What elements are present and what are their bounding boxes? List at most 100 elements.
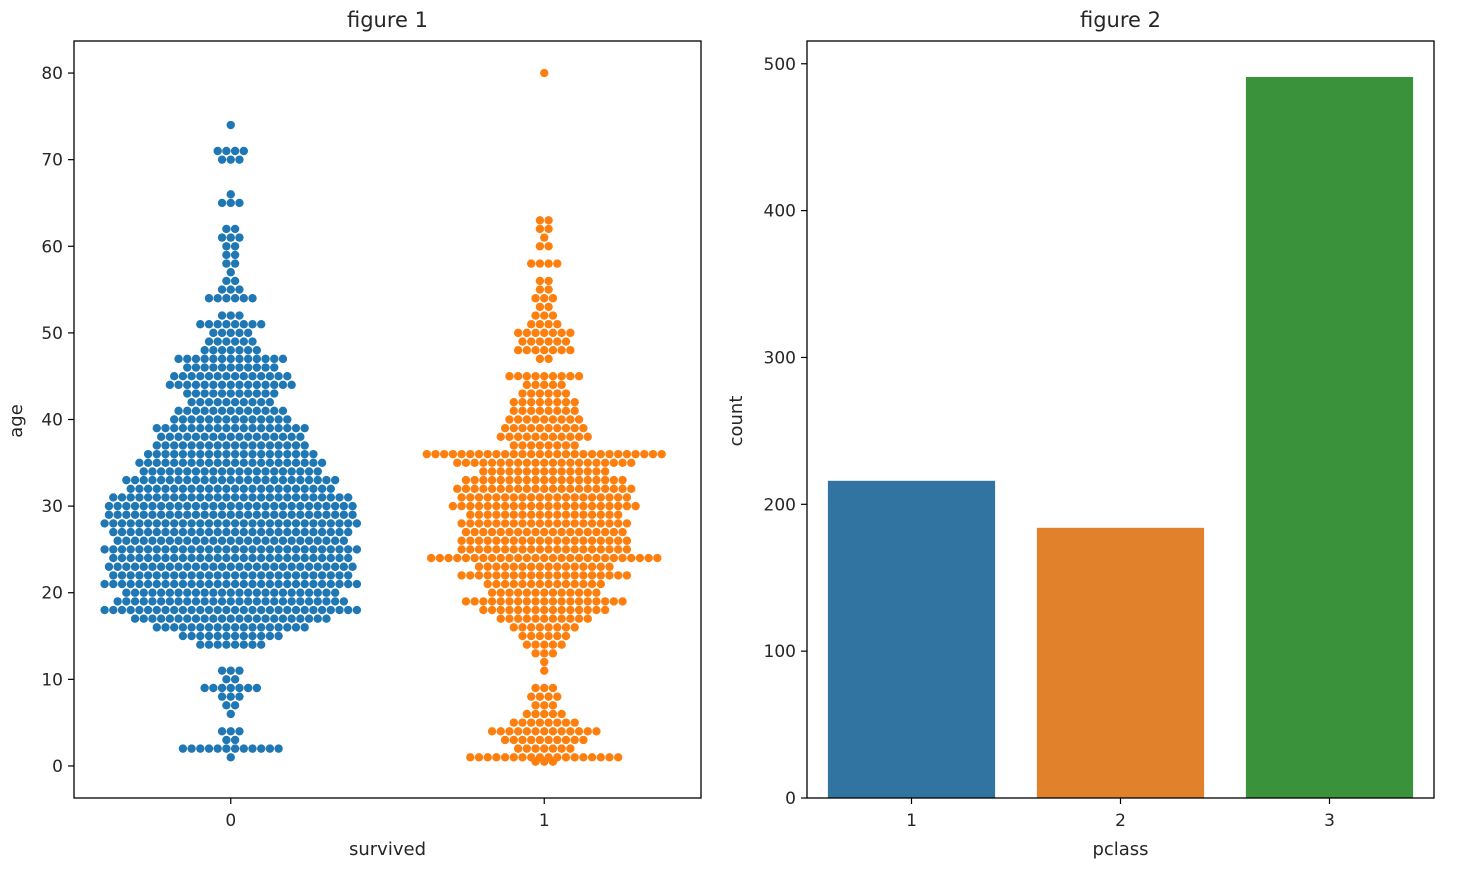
- swarm-point-survived-1: [570, 545, 579, 554]
- swarm-point-survived-0: [217, 562, 227, 571]
- swarm-point-survived-1: [557, 553, 566, 563]
- swarm-point-survived-1: [540, 328, 549, 338]
- swarm-point-survived-0: [222, 701, 231, 710]
- swarm-point-survived-1: [548, 484, 558, 493]
- swarm-point-survived-0: [274, 415, 283, 424]
- swarm-point-survived-0: [222, 519, 231, 528]
- swarm-point-survived-1: [535, 571, 545, 580]
- swarm-point-survived-1: [492, 501, 501, 511]
- swarm-point-survived-0: [344, 545, 353, 554]
- swarm-point-survived-0: [230, 571, 240, 580]
- swarm-point-survived-1: [505, 727, 514, 736]
- swarm-point-survived-1: [574, 727, 584, 736]
- swarm-point-survived-0: [187, 744, 196, 753]
- swarm-point-survived-0: [178, 371, 188, 381]
- swarm-point-survived-1: [479, 484, 488, 493]
- swarm-point-survived-0: [348, 562, 357, 571]
- swarm-point-survived-0: [217, 198, 227, 208]
- swarm-point-survived-1: [583, 432, 592, 442]
- swarm-point-survived-0: [222, 415, 231, 424]
- swarm-point-survived-1: [527, 389, 536, 398]
- swarm-point-survived-0: [226, 562, 235, 571]
- swarm-point-survived-0: [152, 545, 161, 554]
- swarm-point-survived-0: [283, 371, 292, 381]
- swarm-point-survived-0: [113, 597, 122, 606]
- swarm-point-survived-0: [126, 527, 135, 537]
- swarm-point-survived-1: [553, 449, 562, 459]
- swarm-point-survived-1: [509, 423, 518, 433]
- swarm-point-survived-1: [587, 562, 597, 571]
- swarm-point-survived-1: [548, 649, 558, 658]
- swarm-point-survived-0: [296, 475, 305, 485]
- swarm-point-survived-0: [109, 545, 118, 554]
- swarm-point-survived-1: [487, 467, 497, 476]
- swarm-point-survived-0: [243, 614, 253, 623]
- swarm-point-survived-0: [109, 579, 118, 589]
- swarm-point-survived-0: [130, 562, 140, 571]
- swarm-point-survived-1: [553, 735, 562, 745]
- swarm-point-survived-0: [183, 588, 192, 597]
- swarm-point-survived-1: [557, 640, 566, 649]
- swarm-point-survived-1: [487, 597, 497, 606]
- swarm-point-survived-1: [548, 757, 558, 766]
- bar-pclass-2: [1036, 527, 1205, 798]
- swarm-point-survived-0: [104, 510, 114, 519]
- swarm-point-survived-0: [117, 553, 127, 563]
- swarm-point-survived-0: [143, 579, 153, 589]
- swarm-point-survived-0: [217, 501, 227, 511]
- swarm-point-survived-1: [622, 571, 632, 580]
- swarm-point-survived-0: [165, 501, 175, 511]
- swarm-point-survived-0: [270, 597, 279, 606]
- swarm-point-survived-1: [487, 727, 497, 736]
- swarm-point-survived-0: [226, 467, 235, 476]
- swarm-point-survived-0: [196, 623, 205, 632]
- swarm-point-survived-1: [644, 553, 653, 563]
- swarm-point-survived-0: [213, 553, 222, 563]
- swarm-point-survived-0: [204, 527, 214, 537]
- swarm-point-survived-1: [587, 545, 597, 554]
- swarm-point-survived-1: [553, 623, 562, 632]
- swarm-point-survived-0: [226, 155, 235, 164]
- swarm-point-survived-1: [561, 579, 571, 589]
- swarm-point-survived-1: [470, 458, 479, 468]
- swarm-point-survived-0: [226, 346, 235, 355]
- swarm-point-survived-1: [505, 553, 514, 563]
- swarm-point-survived-0: [317, 493, 327, 502]
- swarm-point-survived-0: [196, 571, 205, 580]
- swarm-point-survived-1: [518, 571, 527, 580]
- swarm-plot: figure 1 survived age 01020304050607080 …: [6, 8, 702, 860]
- swarm-point-survived-0: [222, 640, 231, 649]
- swarm-point-survived-0: [322, 588, 331, 597]
- swarm-point-survived-1: [566, 597, 575, 606]
- plot1-title: figure 1: [347, 8, 428, 32]
- swarm-point-survived-0: [252, 597, 262, 606]
- swarm-point-survived-0: [235, 328, 244, 338]
- swarm-point-survived-0: [226, 268, 235, 277]
- swarm-point-survived-1: [509, 406, 518, 416]
- swarm-point-survived-0: [248, 441, 257, 450]
- swarm-point-survived-0: [248, 371, 257, 381]
- swarm-point-survived-0: [274, 553, 283, 563]
- swarm-point-survived-0: [109, 605, 118, 615]
- swarm-point-survived-1: [583, 484, 592, 493]
- swarm-point-survived-0: [170, 415, 179, 424]
- swarm-point-survived-1: [505, 527, 514, 537]
- swarm-point-survived-0: [204, 631, 214, 641]
- swarm-point-survived-0: [135, 484, 144, 493]
- swarm-point-survived-1: [548, 475, 558, 485]
- swarm-point-survived-0: [170, 579, 179, 589]
- swarm-point-survived-0: [352, 579, 362, 589]
- swarm-point-survived-0: [300, 527, 309, 537]
- swarm-point-survived-0: [239, 545, 248, 554]
- swarm-point-survived-0: [183, 510, 192, 519]
- swarm-point-survived-1: [566, 432, 575, 442]
- swarm-point-survived-0: [304, 597, 314, 606]
- swarm-point-survived-1: [618, 475, 627, 485]
- swarm-point-survived-1: [574, 415, 584, 424]
- swarm-point-survived-0: [287, 432, 296, 442]
- swarm-point-survived-1: [587, 519, 597, 528]
- swarm-point-survived-0: [213, 458, 222, 468]
- swarm-point-survived-0: [265, 545, 275, 554]
- swarm-point-survived-0: [204, 493, 214, 502]
